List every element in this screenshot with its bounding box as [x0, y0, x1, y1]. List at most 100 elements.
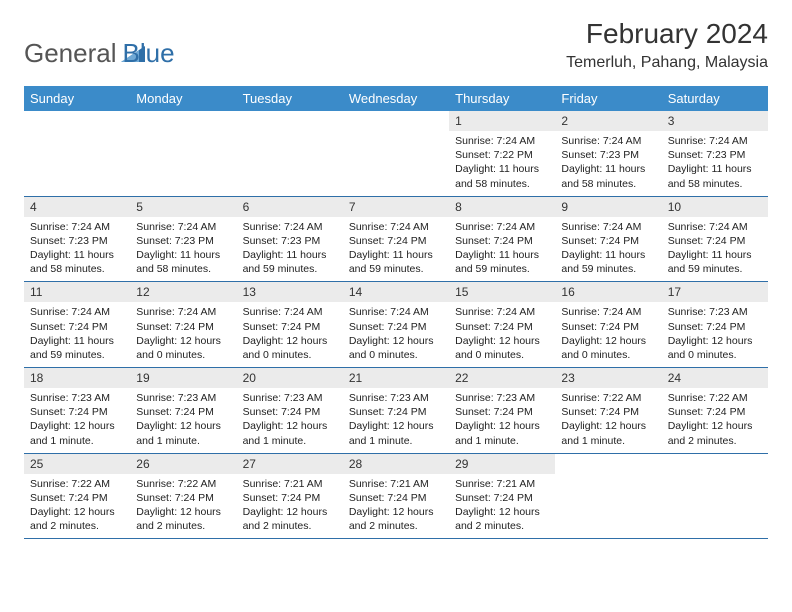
day-details: Sunrise: 7:24 AMSunset: 7:24 PMDaylight:… [555, 302, 661, 367]
day-number: 13 [237, 282, 343, 302]
day-detail-line: and 1 minute. [561, 434, 655, 448]
day-number: 21 [343, 368, 449, 388]
week-row: 18Sunrise: 7:23 AMSunset: 7:24 PMDayligh… [24, 368, 768, 454]
day-detail-line: Daylight: 11 hours [349, 248, 443, 262]
day-number: 20 [237, 368, 343, 388]
weekday-header-row: Sunday Monday Tuesday Wednesday Thursday… [24, 86, 768, 111]
day-number: 5 [130, 197, 236, 217]
header: General Blue February 2024 Temerluh, Pah… [24, 18, 768, 72]
day-detail-line: and 58 minutes. [136, 262, 230, 276]
day-cell: 9Sunrise: 7:24 AMSunset: 7:24 PMDaylight… [555, 197, 661, 282]
day-details [343, 117, 449, 125]
day-detail-line: Sunset: 7:24 PM [136, 491, 230, 505]
day-detail-line: and 2 minutes. [349, 519, 443, 533]
day-number: 14 [343, 282, 449, 302]
day-detail-line: Sunrise: 7:21 AM [455, 477, 549, 491]
day-details: Sunrise: 7:24 AMSunset: 7:23 PMDaylight:… [237, 217, 343, 282]
day-cell: 29Sunrise: 7:21 AMSunset: 7:24 PMDayligh… [449, 454, 555, 539]
day-number: 12 [130, 282, 236, 302]
day-detail-line: Daylight: 12 hours [30, 505, 124, 519]
day-detail-line: Daylight: 11 hours [30, 248, 124, 262]
day-details: Sunrise: 7:22 AMSunset: 7:24 PMDaylight:… [24, 474, 130, 539]
day-details: Sunrise: 7:24 AMSunset: 7:23 PMDaylight:… [555, 131, 661, 196]
weekday-wednesday: Wednesday [343, 86, 449, 111]
day-cell: 6Sunrise: 7:24 AMSunset: 7:23 PMDaylight… [237, 197, 343, 282]
day-detail-line: and 0 minutes. [349, 348, 443, 362]
day-detail-line: Daylight: 12 hours [243, 334, 337, 348]
day-details: Sunrise: 7:23 AMSunset: 7:24 PMDaylight:… [662, 302, 768, 367]
day-details [237, 117, 343, 125]
day-details: Sunrise: 7:24 AMSunset: 7:24 PMDaylight:… [24, 302, 130, 367]
week-row: 1Sunrise: 7:24 AMSunset: 7:22 PMDaylight… [24, 111, 768, 197]
day-cell: 20Sunrise: 7:23 AMSunset: 7:24 PMDayligh… [237, 368, 343, 453]
day-cell: 12Sunrise: 7:24 AMSunset: 7:24 PMDayligh… [130, 282, 236, 367]
day-details: Sunrise: 7:24 AMSunset: 7:24 PMDaylight:… [343, 302, 449, 367]
day-detail-line: Daylight: 12 hours [136, 334, 230, 348]
weekday-sunday: Sunday [24, 86, 130, 111]
day-detail-line: and 1 minute. [349, 434, 443, 448]
weekday-tuesday: Tuesday [237, 86, 343, 111]
day-detail-line: Sunset: 7:23 PM [243, 234, 337, 248]
day-detail-line: Daylight: 12 hours [349, 419, 443, 433]
day-details: Sunrise: 7:22 AMSunset: 7:24 PMDaylight:… [662, 388, 768, 453]
day-detail-line: and 1 minute. [243, 434, 337, 448]
logo-text-general: General [24, 38, 117, 69]
day-details: Sunrise: 7:24 AMSunset: 7:24 PMDaylight:… [130, 302, 236, 367]
day-details: Sunrise: 7:22 AMSunset: 7:24 PMDaylight:… [130, 474, 236, 539]
day-detail-line: Daylight: 12 hours [30, 419, 124, 433]
day-detail-line: Sunrise: 7:24 AM [561, 305, 655, 319]
day-number: 17 [662, 282, 768, 302]
day-cell: 3Sunrise: 7:24 AMSunset: 7:23 PMDaylight… [662, 111, 768, 196]
day-details: Sunrise: 7:23 AMSunset: 7:24 PMDaylight:… [24, 388, 130, 453]
day-detail-line: Daylight: 12 hours [243, 419, 337, 433]
day-detail-line: and 58 minutes. [668, 177, 762, 191]
day-detail-line: Sunrise: 7:21 AM [243, 477, 337, 491]
day-detail-line: Sunset: 7:24 PM [349, 491, 443, 505]
day-number: 28 [343, 454, 449, 474]
day-detail-line: and 0 minutes. [243, 348, 337, 362]
day-detail-line: Daylight: 11 hours [136, 248, 230, 262]
day-details: Sunrise: 7:22 AMSunset: 7:24 PMDaylight:… [555, 388, 661, 453]
day-detail-line: Sunset: 7:24 PM [349, 320, 443, 334]
day-detail-line: Sunset: 7:23 PM [561, 148, 655, 162]
day-cell [237, 111, 343, 196]
weekday-saturday: Saturday [662, 86, 768, 111]
day-detail-line: and 58 minutes. [30, 262, 124, 276]
day-cell [343, 111, 449, 196]
day-number: 16 [555, 282, 661, 302]
day-detail-line: Daylight: 11 hours [668, 162, 762, 176]
day-cell: 19Sunrise: 7:23 AMSunset: 7:24 PMDayligh… [130, 368, 236, 453]
day-detail-line: Sunset: 7:22 PM [455, 148, 549, 162]
day-detail-line: Sunset: 7:24 PM [561, 405, 655, 419]
day-detail-line: Sunrise: 7:23 AM [30, 391, 124, 405]
day-details: Sunrise: 7:23 AMSunset: 7:24 PMDaylight:… [343, 388, 449, 453]
day-number: 2 [555, 111, 661, 131]
day-detail-line: Daylight: 11 hours [455, 248, 549, 262]
day-detail-line: Sunset: 7:24 PM [30, 405, 124, 419]
day-cell: 22Sunrise: 7:23 AMSunset: 7:24 PMDayligh… [449, 368, 555, 453]
day-detail-line: and 59 minutes. [668, 262, 762, 276]
day-detail-line: Sunrise: 7:24 AM [30, 305, 124, 319]
logo-text-blue: Blue [123, 38, 175, 68]
day-details [555, 460, 661, 468]
day-cell: 14Sunrise: 7:24 AMSunset: 7:24 PMDayligh… [343, 282, 449, 367]
day-detail-line: Daylight: 11 hours [455, 162, 549, 176]
day-detail-line: Sunrise: 7:24 AM [30, 220, 124, 234]
day-detail-line: and 0 minutes. [136, 348, 230, 362]
day-cell [662, 454, 768, 539]
day-details: Sunrise: 7:23 AMSunset: 7:24 PMDaylight:… [130, 388, 236, 453]
day-detail-line: Daylight: 12 hours [668, 334, 762, 348]
day-detail-line: and 2 minutes. [668, 434, 762, 448]
day-detail-line: Sunrise: 7:24 AM [668, 134, 762, 148]
day-detail-line: Sunset: 7:24 PM [30, 491, 124, 505]
day-detail-line: and 1 minute. [30, 434, 124, 448]
day-cell: 28Sunrise: 7:21 AMSunset: 7:24 PMDayligh… [343, 454, 449, 539]
day-detail-line: and 59 minutes. [455, 262, 549, 276]
day-detail-line: Sunrise: 7:22 AM [136, 477, 230, 491]
day-detail-line: Daylight: 11 hours [243, 248, 337, 262]
day-details: Sunrise: 7:24 AMSunset: 7:24 PMDaylight:… [555, 217, 661, 282]
day-details [130, 117, 236, 125]
day-number: 3 [662, 111, 768, 131]
day-cell: 1Sunrise: 7:24 AMSunset: 7:22 PMDaylight… [449, 111, 555, 196]
day-detail-line: and 58 minutes. [455, 177, 549, 191]
